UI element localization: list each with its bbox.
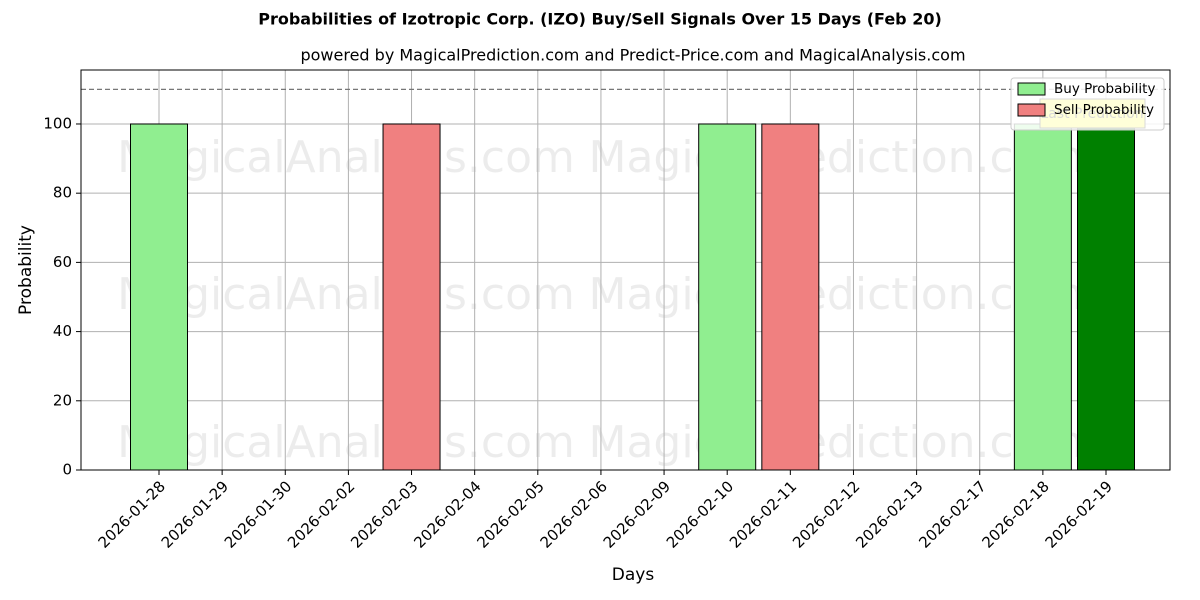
- plot-frame: [80, 69, 1171, 471]
- x-axis-label: Days: [612, 565, 655, 585]
- watermark: MagicalAnalysis.com: [117, 269, 575, 320]
- y-tick-label: 80: [53, 184, 72, 202]
- bar: [698, 123, 757, 471]
- y-tick-label: 20: [53, 391, 72, 409]
- y-tick-label: 40: [53, 322, 72, 340]
- bar: [761, 123, 820, 471]
- legend-box: [1010, 77, 1165, 131]
- watermark: MagicalPrediction.com: [589, 132, 1084, 183]
- bar: [382, 123, 441, 471]
- chart-title: Probabilities of Izotropic Corp. (IZO) B…: [258, 10, 942, 29]
- watermark: MagicalAnalysis.com: [117, 132, 575, 183]
- legend-label: Buy Probability: [1054, 81, 1155, 97]
- watermark: MagicalPrediction.com: [589, 417, 1084, 468]
- bar: [1013, 123, 1072, 471]
- watermark: MagicalPrediction.com: [589, 269, 1084, 320]
- y-tick-label: 60: [53, 253, 72, 271]
- bar: [130, 123, 188, 471]
- chart-subtitle: powered by MagicalPrediction.com and Pre…: [300, 46, 965, 65]
- legend-swatch: [1017, 82, 1046, 96]
- legend-swatch: [1017, 103, 1046, 117]
- bar: [1077, 123, 1135, 471]
- y-axis-label: Probability: [16, 225, 36, 315]
- y-tick-label: 100: [43, 114, 72, 132]
- legend-label: Sell Probability: [1054, 102, 1154, 118]
- y-tick-label: 0: [62, 461, 72, 479]
- watermark: MagicalAnalysis.com: [117, 417, 575, 468]
